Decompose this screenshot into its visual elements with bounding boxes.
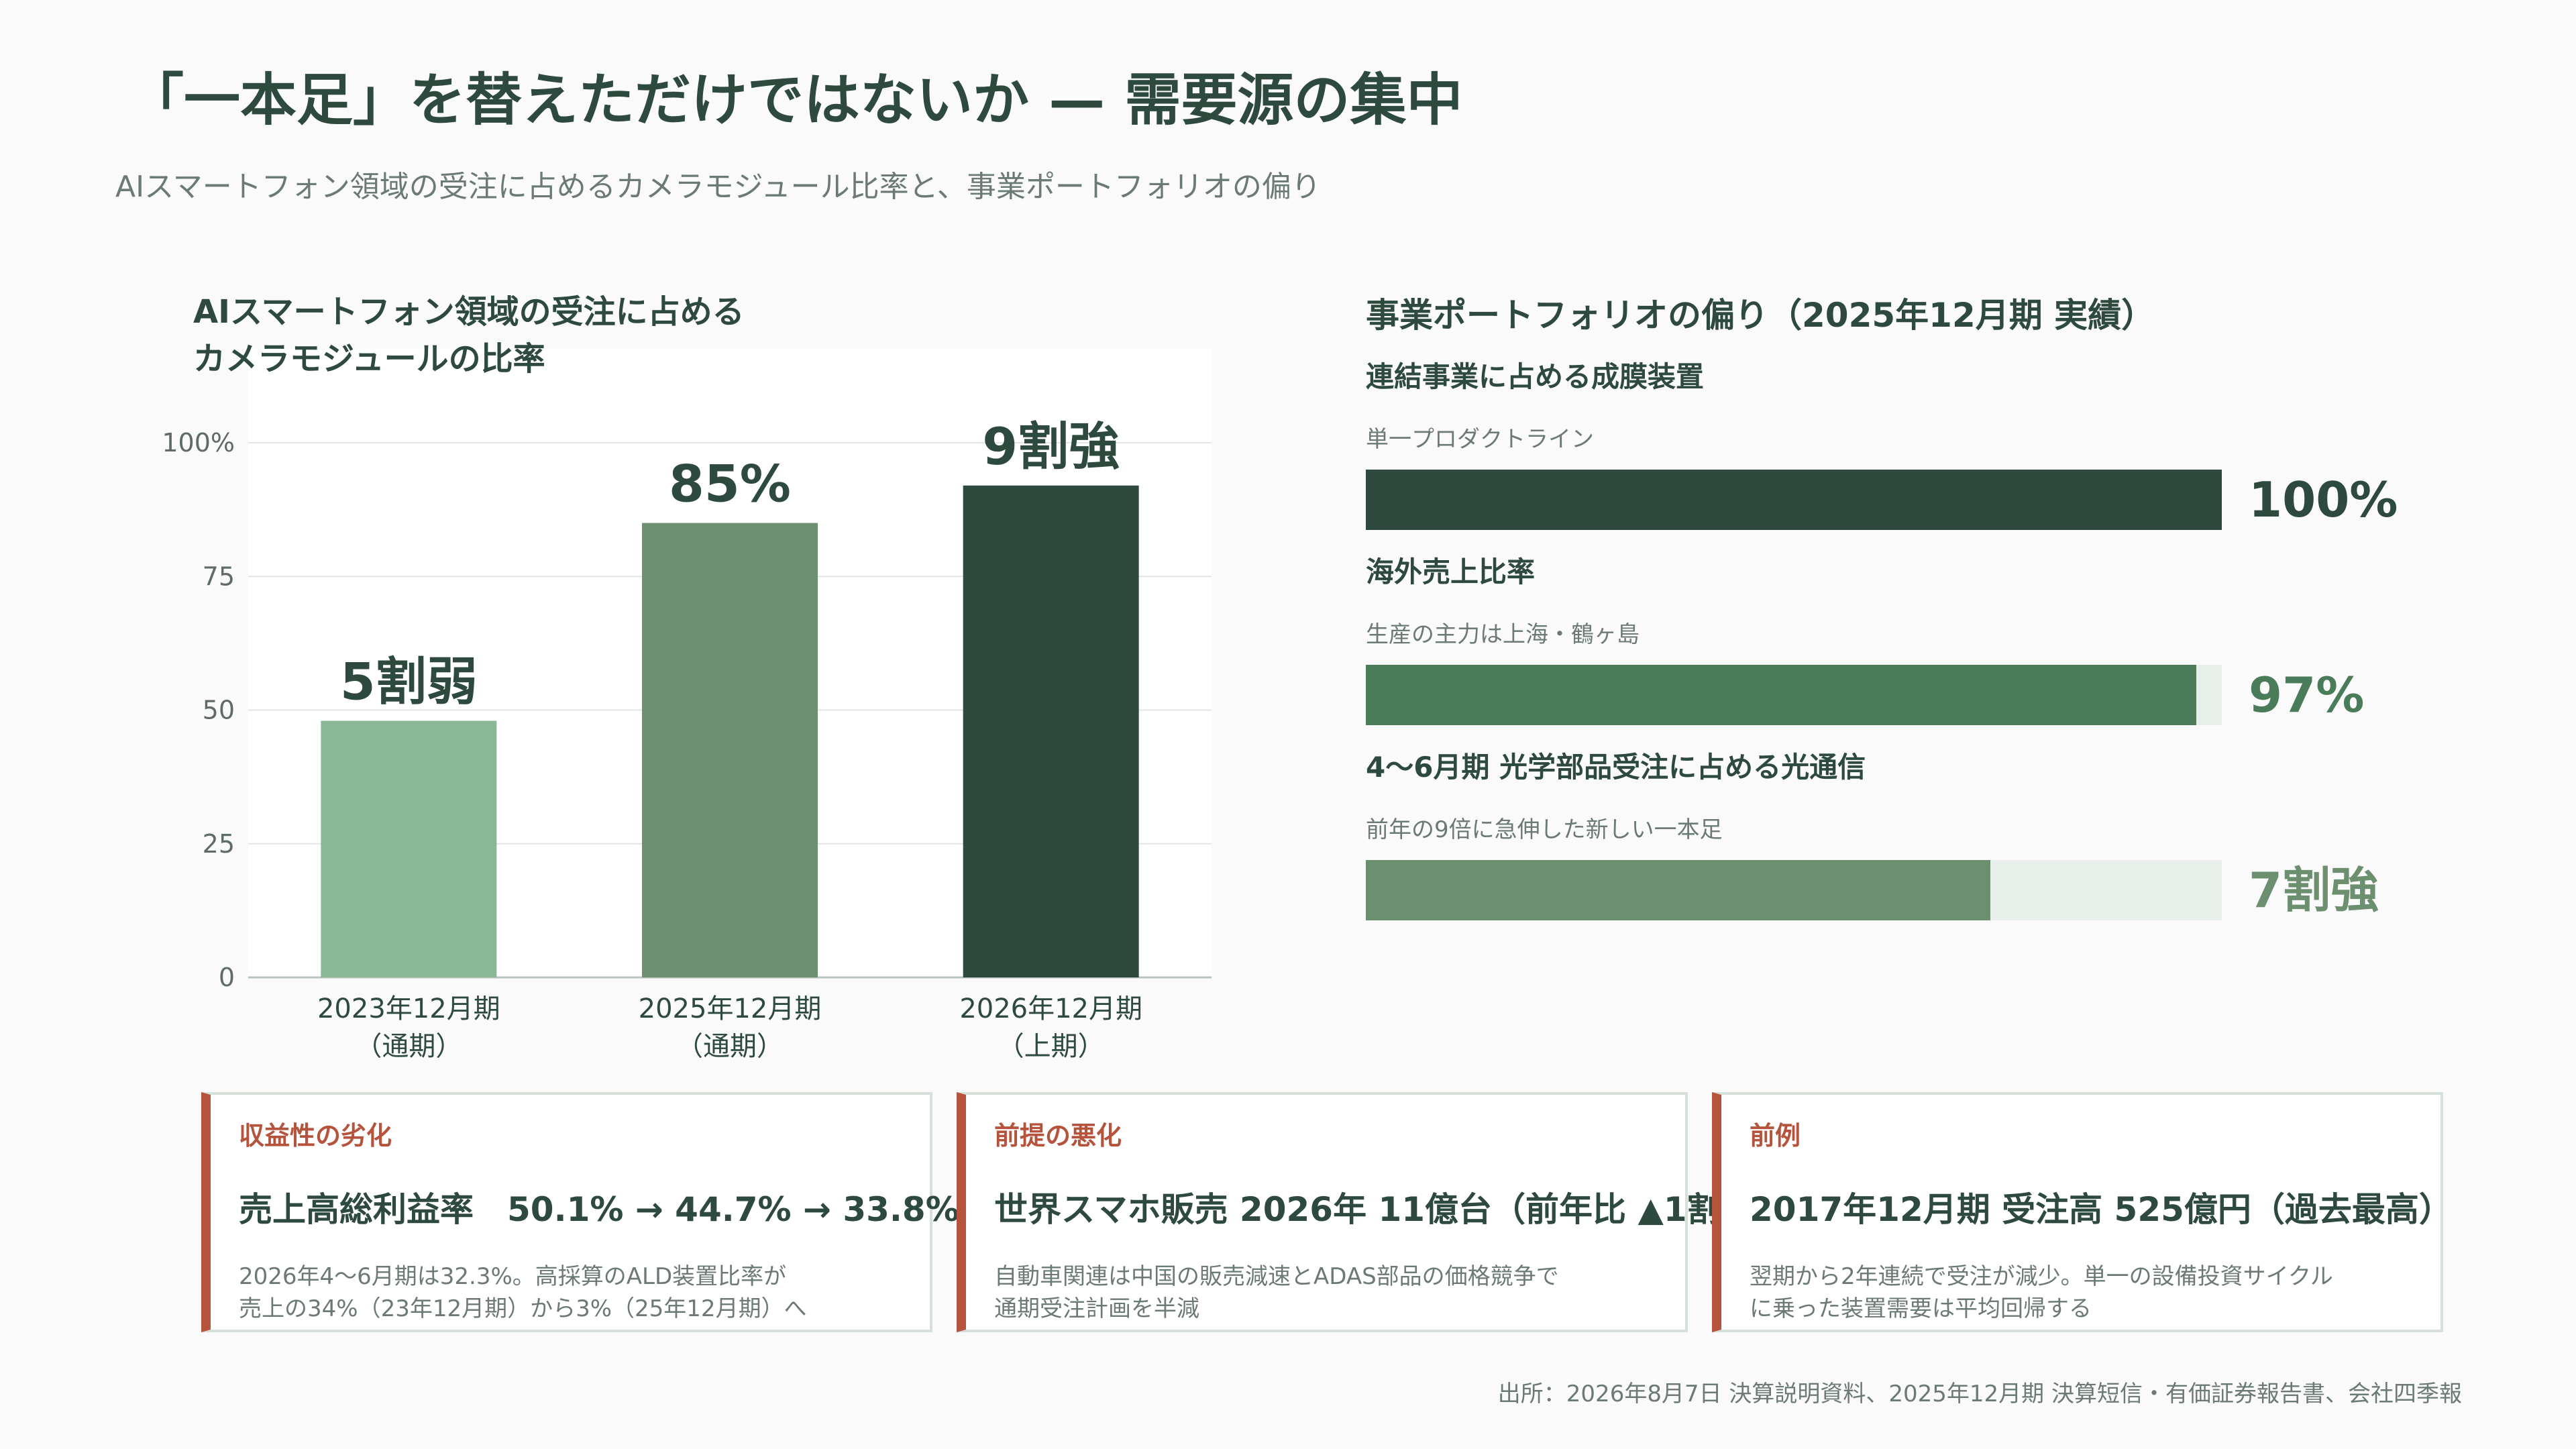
portfolio-bar-track (1366, 860, 2222, 920)
x-tick-label: （通期） (355, 1031, 462, 1062)
bar (321, 720, 497, 977)
portfolio-bar-value: 97% (2249, 667, 2365, 723)
portfolio-row-film-deposition: 連結事業に占める成膜装置 単一プロダクトライン 100% (1366, 354, 2439, 535)
camera-module-ratio-chart: 0 25 50 75 100% 5割弱 2023年12月期 （通期） 85% 2025年12月期 （… (94, 282, 1221, 1073)
portfolio-bar-track (1366, 470, 2222, 530)
portfolio-bar-track (1366, 665, 2222, 725)
card-description-line: 売上の34%（23年12月期）から3%（25年12月期）へ (239, 1295, 807, 1322)
card-headline: 売上高総利益率 50.1% → 44.7% → 33.8% (239, 1190, 959, 1229)
y-tick-label: 0 (219, 963, 235, 992)
x-tick-label: 2026年12月期 (959, 994, 1142, 1024)
card-description: 翌期から2年連続で受注が減少。単一の設備投資サイクル に乗った装置需要は平均回帰… (1750, 1260, 2440, 1325)
chart-title-line-2: カメラモジュールの比率 (193, 340, 545, 378)
card-description-line: に乗った装置需要は平均回帰する (1750, 1295, 2092, 1322)
bar-data-label: 5割弱 (340, 651, 478, 711)
bar-data-label: 85% (669, 454, 791, 514)
x-tick-label: （通期） (676, 1031, 784, 1062)
bar (642, 523, 818, 977)
portfolio-row-label: 4〜6月期 光学部品受注に占める光通信 (1366, 751, 1866, 784)
portfolio-bar-fill (1366, 470, 2222, 530)
card-description: 自動車関連は中国の販売減速とADAS部品の価格競争で 通期受注計画を半減 (994, 1260, 1685, 1325)
card-headline: 世界スマホ販売 2026年 11億台（前年比 ▲1割） (994, 1190, 1754, 1229)
card-description-line: 2026年4〜6月期は32.3%。高採算のALD装置比率が (239, 1263, 787, 1290)
x-tick-label: 2025年12月期 (639, 994, 822, 1024)
card-headline: 2017年12月期 受注高 525億円（過去最高） (1750, 1190, 2453, 1229)
portfolio-row-label: 連結事業に占める成膜装置 (1366, 360, 1705, 393)
y-tick-label: 50 (203, 696, 235, 725)
y-tick-label: 75 (203, 561, 235, 591)
bar-chart-svg: 0 25 50 75 100% 5割弱 2023年12月期 （通期） 85% 2025年12月期 （… (162, 349, 1212, 1062)
page-title: 「一本足」を替えただけではないか — 需要源の集中 (127, 67, 1463, 133)
chart-title: AIスマートフォン領域の受注に占める カメラモジュールの比率 (193, 288, 745, 382)
card-description-line: 自動車関連は中国の販売減速とADAS部品の価格競争で (994, 1263, 1559, 1290)
portfolio-bar-fill (1366, 860, 1991, 920)
card-tag: 前例 (1750, 1121, 1801, 1150)
card-description-line: 翌期から2年連続で受注が減少。単一の設備投資サイクル (1750, 1263, 2333, 1290)
y-tick-label: 100% (162, 428, 235, 458)
card-tag: 収益性の劣化 (239, 1121, 392, 1150)
x-tick-label: （上期） (998, 1031, 1105, 1062)
y-tick-label: 25 (203, 829, 235, 859)
portfolio-row-sublabel: 前年の9倍に急伸した新しい一本足 (1366, 816, 1723, 843)
card-description-line: 通期受注計画を半減 (994, 1295, 1199, 1322)
card-tag: 前提の悪化 (994, 1121, 1122, 1150)
card-precedent: 前例 2017年12月期 受注高 525億円（過去最高） 翌期から2年連続で受注… (1712, 1092, 2453, 1332)
page-subtitle: AIスマートフォン領域の受注に占めるカメラモジュール比率と、事業ポートフォリオの… (115, 170, 1321, 204)
portfolio-bar-value: 100% (2249, 472, 2398, 528)
source-note: 出所：2026年8月7日 決算説明資料、2025年12月期 決算短信・有価証券報… (1497, 1381, 2462, 1407)
card-premise: 前提の悪化 世界スマホ販売 2026年 11億台（前年比 ▲1割） 自動車関連は… (957, 1092, 1754, 1332)
portfolio-bar-value: 7割強 (2249, 862, 2379, 918)
portfolio-bar-fill (1366, 665, 2196, 725)
portfolio-row-sublabel: 生産の主力は上海・鶴ヶ島 (1366, 621, 1640, 648)
x-tick-label: 2023年12月期 (317, 994, 500, 1024)
bar-data-label: 9割強 (982, 417, 1120, 476)
portfolio-row-optical-comm: 4〜6月期 光学部品受注に占める光通信 前年の9倍に急伸した新しい一本足 7割強 (1366, 745, 2439, 926)
chart-title-line-1: AIスマートフォン領域の受注に占める (193, 293, 745, 331)
card-profitability: 収益性の劣化 売上高総利益率 50.1% → 44.7% → 33.8% 202… (201, 1092, 959, 1332)
portfolio-title: 事業ポートフォリオの偏り（2025年12月期 実績） (1366, 296, 2155, 335)
card-description: 2026年4〜6月期は32.3%。高採算のALD装置比率が 売上の34%（23年… (239, 1260, 930, 1325)
portfolio-row-sublabel: 単一プロダクトライン (1366, 426, 1594, 453)
portfolio-row-label: 海外売上比率 (1366, 555, 1536, 588)
portfolio-row-overseas-sales: 海外売上比率 生産の主力は上海・鶴ヶ島 97% (1366, 549, 2439, 731)
bar (963, 485, 1139, 977)
